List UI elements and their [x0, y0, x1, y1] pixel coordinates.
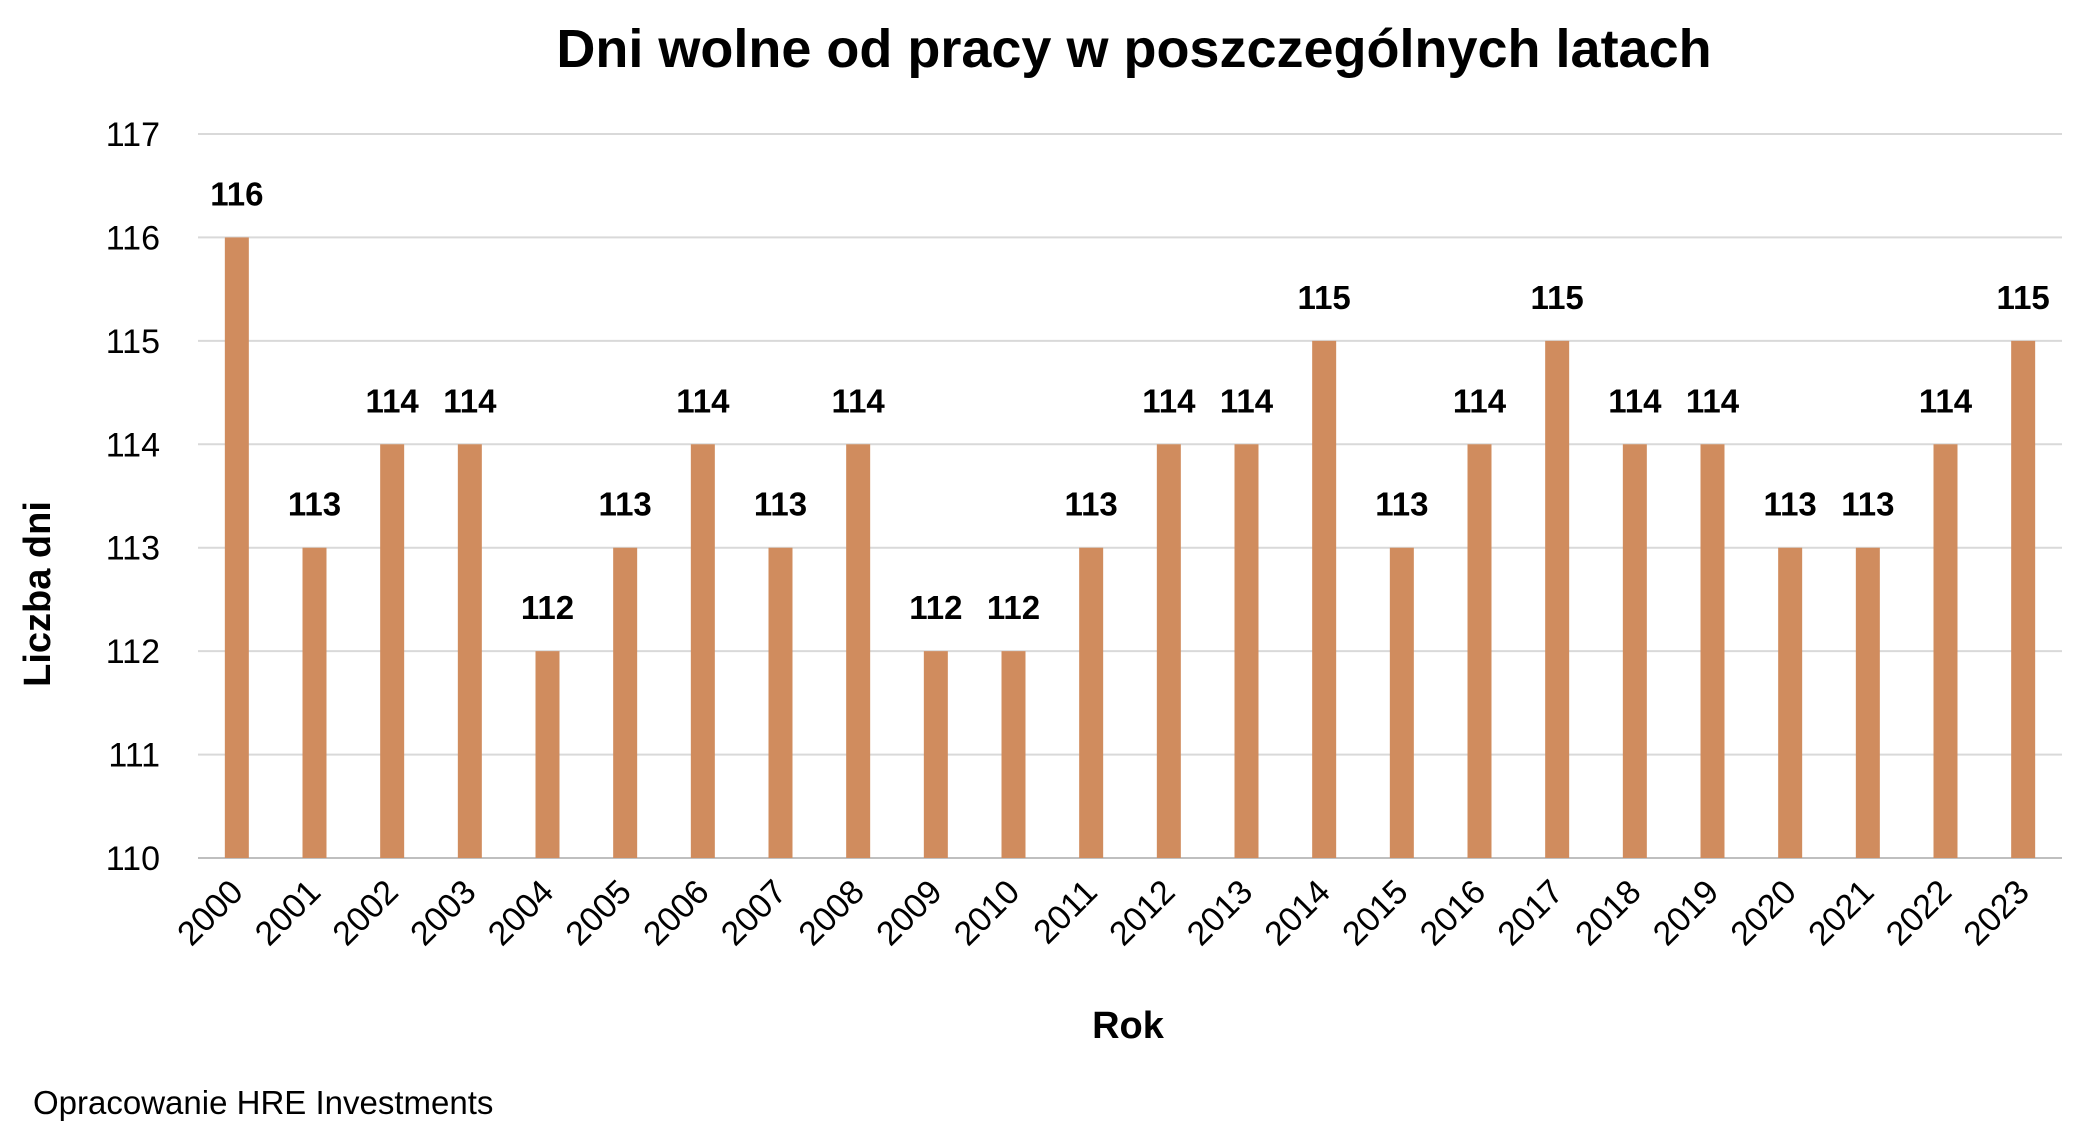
y-axis-ticks: 110 111 112 113 114 115 116 117	[106, 116, 160, 878]
y-tick-label: 113	[106, 530, 160, 568]
bar	[1622, 444, 1647, 858]
x-tick-label: 2018	[1568, 873, 1648, 953]
bar	[1001, 651, 1026, 858]
x-tick-label: 2001	[248, 873, 328, 953]
x-tick-label: 2011	[1026, 873, 1105, 952]
bar	[1079, 547, 1104, 858]
data-label: 113	[754, 486, 807, 523]
bar	[457, 444, 482, 858]
bar	[380, 444, 405, 858]
y-tick-label: 114	[106, 426, 160, 464]
data-label: 115	[1997, 279, 2050, 316]
x-tick-label: 2009	[869, 873, 949, 953]
bar	[1312, 340, 1337, 858]
bar	[690, 444, 715, 858]
x-tick-label: 2008	[791, 873, 871, 953]
y-tick-label: 111	[108, 737, 160, 775]
data-label: 113	[1841, 486, 1894, 523]
bar	[224, 237, 249, 858]
chart-title: Dni wolne od pracy w poszczególnych lata…	[556, 19, 1711, 79]
source-note: Opracowanie HRE Investments	[33, 1084, 493, 1121]
x-tick-label: 2016	[1413, 873, 1493, 953]
x-tick-label: 2022	[1879, 873, 1959, 953]
data-label: 113	[1764, 486, 1817, 523]
data-label: 115	[1298, 279, 1351, 316]
x-tick-label: 2004	[481, 873, 561, 953]
y-tick-label: 110	[106, 840, 160, 878]
x-tick-label: 2015	[1335, 873, 1415, 953]
data-label: 114	[832, 382, 886, 419]
x-tick-label: 2007	[714, 873, 794, 953]
bar	[1933, 444, 1958, 858]
data-label: 114	[1453, 382, 1507, 419]
data-label: 114	[1686, 382, 1740, 419]
x-tick-label: 2021	[1801, 873, 1881, 953]
data-labels: 116 113 114 114 112 113 114 113 114 112 112 113 114 1…	[210, 175, 2050, 626]
data-label: 114	[1220, 382, 1274, 419]
gridlines	[198, 133, 2062, 859]
data-label: 112	[987, 589, 1040, 626]
x-tick-label: 2023	[1956, 873, 2036, 953]
y-axis-title: Liczba dni	[17, 501, 59, 687]
data-label: 113	[1375, 486, 1428, 523]
bar	[1855, 547, 1880, 858]
bar	[1778, 547, 1803, 858]
bars	[224, 237, 2036, 858]
x-tick-label: 2020	[1723, 873, 1803, 953]
data-label: 114	[676, 382, 730, 419]
x-tick-label: 2019	[1646, 873, 1726, 953]
bar	[535, 651, 560, 858]
data-label: 113	[1065, 486, 1118, 523]
x-axis-title: Rok	[1092, 1005, 1165, 1047]
data-label: 115	[1531, 279, 1584, 316]
bar	[1234, 444, 1259, 858]
x-axis-ticks: 2000200120022003200420052006200720082009…	[170, 873, 2037, 953]
x-tick-label: 2014	[1257, 873, 1337, 953]
data-label: 112	[521, 589, 574, 626]
bar	[768, 547, 793, 858]
data-label: 112	[909, 589, 962, 626]
data-label: 114	[366, 382, 420, 419]
x-tick-label: 2000	[170, 873, 250, 953]
bar	[1545, 340, 1570, 858]
x-tick-label: 2003	[403, 873, 483, 953]
data-label: 114	[443, 382, 497, 419]
data-label: 113	[599, 486, 652, 523]
bar	[1467, 444, 1492, 858]
y-tick-label: 116	[106, 219, 160, 257]
data-label: 114	[1142, 382, 1196, 419]
bar	[923, 651, 948, 858]
data-label: 116	[210, 175, 263, 212]
x-tick-label: 2017	[1490, 873, 1570, 953]
bar	[1389, 547, 1414, 858]
bar	[1700, 444, 1725, 858]
y-tick-label: 115	[106, 323, 160, 361]
data-label: 114	[1608, 382, 1662, 419]
x-tick-label: 2013	[1180, 873, 1260, 953]
bar	[846, 444, 871, 858]
x-tick-label: 2002	[325, 873, 405, 953]
x-tick-label: 2005	[558, 873, 638, 953]
x-tick-label: 2006	[636, 873, 716, 953]
data-label: 114	[1919, 382, 1973, 419]
bar	[2011, 340, 2036, 858]
bar	[613, 547, 638, 858]
x-tick-label: 2012	[1102, 873, 1182, 953]
y-tick-label: 117	[106, 116, 160, 154]
x-tick-label: 2010	[947, 873, 1027, 953]
bar	[302, 547, 327, 858]
data-label: 113	[288, 486, 341, 523]
y-tick-label: 112	[106, 633, 160, 671]
bar	[1156, 444, 1181, 858]
